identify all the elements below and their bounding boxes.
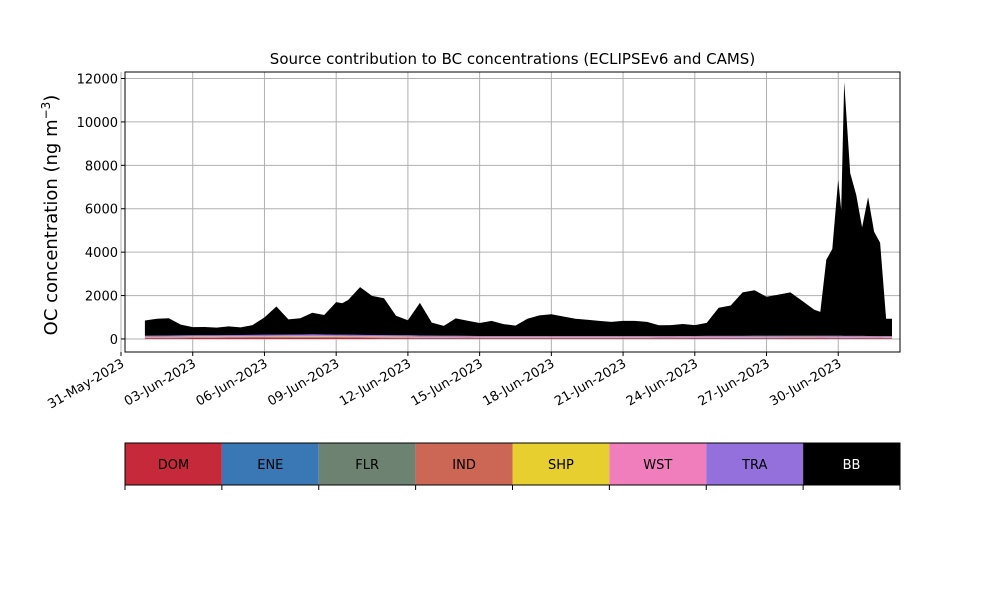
legend-label-shp: SHP <box>548 458 574 473</box>
x-axis: 31-May-202303-Jun-202306-Jun-202309-Jun-… <box>45 352 844 412</box>
legend-swatch-ene <box>221 443 319 485</box>
y-axis-label-main: OC concentration (ng m <box>41 119 62 335</box>
y-axis-label-suffix: ) <box>41 95 62 102</box>
plot-areas <box>144 81 892 339</box>
x-tick-label: 03-Jun-2023 <box>122 356 199 409</box>
legend: DOM ENE FLR IND SHP WST TRA BB <box>124 442 901 490</box>
y-axis-label-superscript: −3 <box>39 102 53 120</box>
y-tick-label: 6000 <box>85 203 118 218</box>
legend-label-bb: BB <box>843 458 861 473</box>
x-tick-label: 21-Jun-2023 <box>552 356 629 409</box>
legend-label-ene: ENE <box>257 458 283 473</box>
y-tick-label: 4000 <box>85 246 118 261</box>
y-axis: 0 2000 4000 6000 8000 10000 12000 <box>77 73 125 348</box>
y-tick-label: 10000 <box>77 116 118 131</box>
legend-swatch-ind <box>415 443 513 485</box>
area-ene <box>144 337 892 339</box>
y-tick-label: 12000 <box>77 73 118 88</box>
legend-swatch-flr <box>318 443 416 485</box>
area-wst <box>144 335 892 338</box>
legend-swatch-wst <box>609 443 707 485</box>
legend-label-tra: TRA <box>741 458 767 473</box>
y-tick-label: 2000 <box>85 290 118 305</box>
x-tick-label: 15-Jun-2023 <box>409 356 486 409</box>
legend-label-dom: DOM <box>158 458 189 473</box>
chart-title: Source contribution to BC concentrations… <box>270 50 755 68</box>
legend-label-wst: WST <box>643 458 672 473</box>
x-tick-label: 31-May-2023 <box>45 356 127 412</box>
x-tick-label: 18-Jun-2023 <box>481 356 558 409</box>
area-ind <box>144 336 892 338</box>
area-shp <box>144 336 892 338</box>
legend-swatch-bb <box>803 443 900 485</box>
legend-label-flr: FLR <box>355 458 379 473</box>
y-axis-label: OC concentration (ng m−3) <box>39 95 62 336</box>
area-tra <box>144 334 892 337</box>
x-tick-label: 30-Jun-2023 <box>767 356 844 409</box>
plot-frame <box>124 71 901 353</box>
x-tick-label: 09-Jun-2023 <box>265 356 342 409</box>
legend-swatch-dom <box>125 443 222 485</box>
area-flr <box>144 337 892 339</box>
legend-swatch-shp <box>512 443 610 485</box>
y-tick-label: 8000 <box>85 159 118 174</box>
x-tick-label: 06-Jun-2023 <box>194 356 271 409</box>
x-tick-label: 27-Jun-2023 <box>696 356 773 409</box>
legend-label-ind: IND <box>452 458 476 473</box>
x-tick-label: 12-Jun-2023 <box>337 356 414 409</box>
x-tick-label: 24-Jun-2023 <box>624 356 701 409</box>
legend-swatch-tra <box>706 443 804 485</box>
y-tick-label: 0 <box>110 333 118 348</box>
area-dom <box>144 337 892 339</box>
